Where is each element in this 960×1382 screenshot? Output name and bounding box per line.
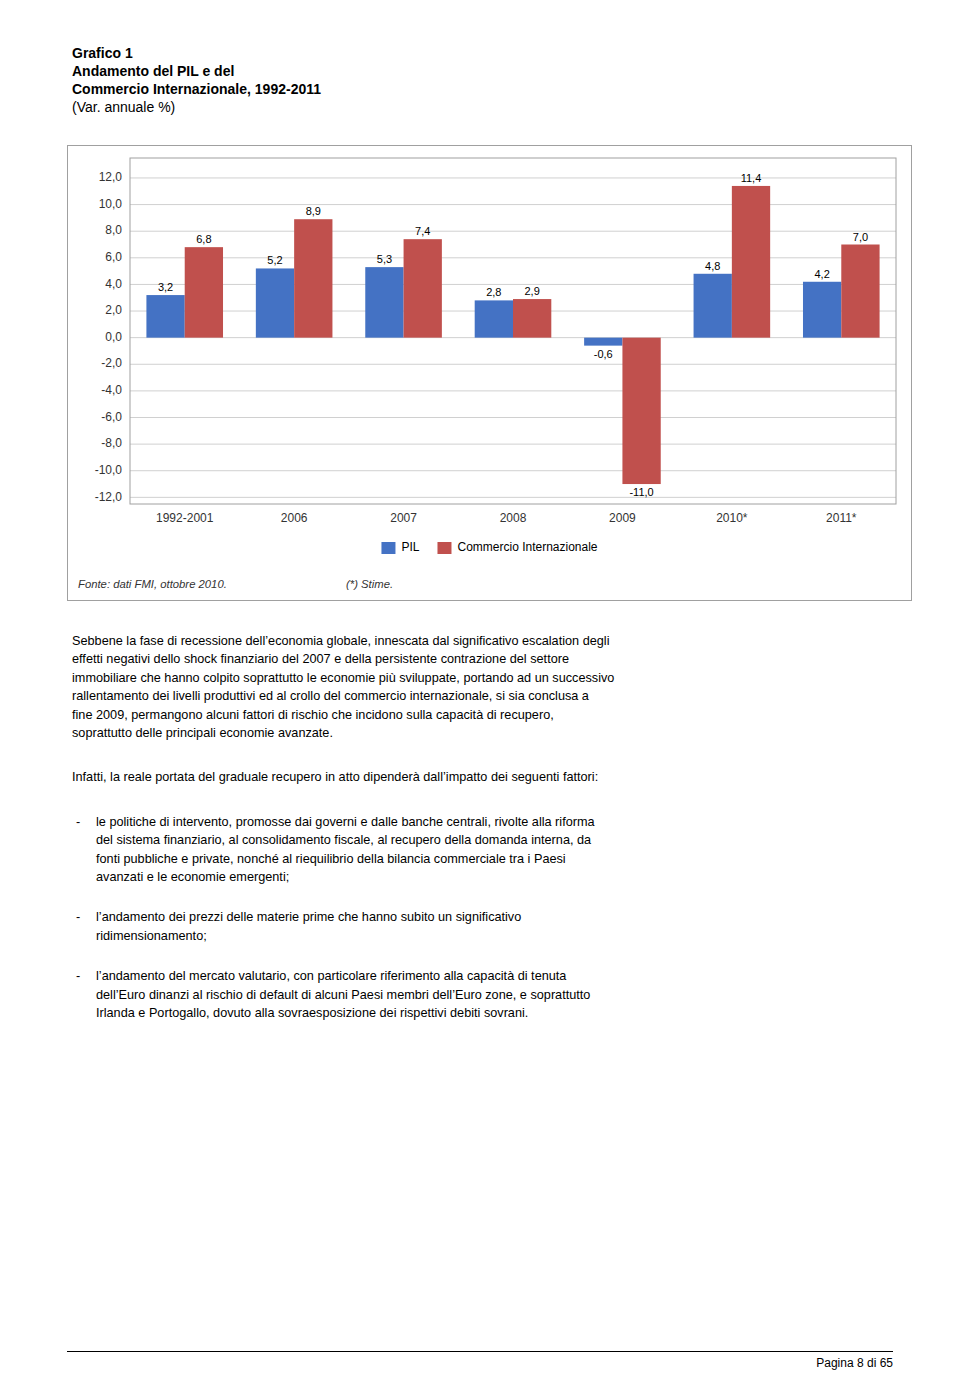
paragraph: Infatti, la reale portata del graduale r… (72, 768, 912, 786)
data-label: 8,9 (306, 205, 321, 217)
grid-line (130, 417, 896, 418)
x-tick-label: 2008 (500, 511, 527, 525)
y-tick-label: -4,0 (101, 383, 122, 397)
grid-line (130, 497, 896, 498)
bar (294, 219, 332, 337)
bullet-marker: - (76, 967, 80, 985)
y-tick-label: 4,0 (105, 277, 122, 291)
bar (622, 338, 660, 484)
y-tick-label: -12,0 (95, 490, 123, 504)
x-tick-label: 2006 (281, 511, 308, 525)
footnotes: Fonte: dati FMI, ottobre 2010. (*) Stime. (78, 578, 393, 590)
x-tick-label: 1992-2001 (156, 511, 214, 525)
grid-line (130, 204, 896, 205)
data-label: 6,8 (196, 233, 211, 245)
bar (841, 245, 879, 338)
legend-item: Commercio Internazionale (437, 540, 597, 554)
plot-frame (130, 158, 896, 504)
x-tick-labels: 1992-2001 2006 2007 2008 2009 2010* 2011* (156, 511, 857, 525)
bullet-text: l’andamento del mercato valutario, con p… (96, 969, 590, 1020)
x-tick-label: 2011* (826, 511, 857, 525)
grid-line (130, 444, 896, 445)
data-label: 3,2 (158, 281, 173, 293)
grid-line (130, 390, 896, 391)
grid-line (130, 231, 896, 232)
bar (365, 267, 403, 338)
bullet-text: le politiche di intervento, promosse dai… (96, 815, 595, 884)
bar (404, 239, 442, 337)
y-tick-label: 2,0 (105, 303, 122, 317)
footnote: Fonte: dati FMI, ottobre 2010. (78, 578, 227, 590)
legend-swatch (437, 542, 451, 554)
data-label: 4,2 (814, 268, 829, 280)
y-tick-labels: -12,0 -10,0 -8,0 -6,0 -4,0 -2,0 0,0 2,0 4,0 6,0 8,… (95, 170, 123, 503)
separator (67, 1351, 893, 1352)
legend-label: Commercio Internazionale (457, 540, 597, 554)
legend-swatch (381, 542, 395, 554)
y-tick-label: 8,0 (105, 223, 122, 237)
bar (513, 299, 551, 338)
grid (130, 178, 896, 497)
data-label: 11,4 (741, 172, 762, 184)
data-label: -0,6 (594, 348, 613, 360)
page-number: Pagina 8 di 65 (816, 1356, 893, 1370)
bar (584, 338, 622, 346)
bullet-marker: - (76, 908, 80, 926)
x-tick-label: 2010* (716, 511, 748, 525)
data-label: -11,0 (629, 486, 653, 498)
data-label: 5,2 (267, 254, 282, 266)
x-tick-label: 2009 (609, 511, 636, 525)
footnote: (*) Stime. (346, 578, 393, 590)
bar (185, 247, 223, 337)
y-tick-label: -8,0 (101, 436, 122, 450)
bullet: -le politiche di intervento, promosse da… (72, 813, 912, 887)
subtitle: (Var. annuale %) (72, 98, 321, 116)
legend-item: PIL (381, 540, 419, 554)
bullet: -l’andamento del mercato valutario, con … (72, 967, 912, 1022)
data-labels: 3,2 5,2 5,3 2,8 -0,6 4,8 4,2 6,8 8,9 7,4 2,9 -11,0 1… (158, 172, 868, 498)
y-tick-label: 6,0 (105, 250, 122, 264)
y-tick-label: -10,0 (95, 463, 123, 477)
legend: PIL Commercio Internazionale (381, 540, 597, 554)
legend-label: PIL (401, 540, 419, 554)
data-label: 2,8 (486, 286, 501, 298)
chart: -12,0 -10,0 -8,0 -6,0 -4,0 -2,0 0,0 2,0 4,0 6,0 8,… (68, 146, 911, 600)
grid-line (130, 470, 896, 471)
data-label: 5,3 (377, 253, 392, 265)
y-tick-label: -2,0 (101, 356, 122, 370)
x-tick-label: 2007 (390, 511, 417, 525)
grid-line (130, 257, 896, 258)
bar (694, 274, 732, 338)
bar (803, 282, 841, 338)
bar (146, 295, 184, 338)
grid-line (130, 364, 896, 365)
series (185, 186, 880, 484)
bar (475, 300, 513, 337)
y-tick-label: 10,0 (99, 197, 123, 211)
chart-title: Grafico 1 Andamento del PIL e del Commer… (72, 44, 321, 116)
body-text: Sebbene la fase di recessione dell’econo… (72, 632, 912, 1045)
chart-box: -12,0 -10,0 -8,0 -6,0 -4,0 -2,0 0,0 2,0 4,0 6,0 8,… (67, 145, 912, 601)
paragraph: Sebbene la fase di recessione dell’econo… (72, 632, 912, 742)
bar (732, 186, 770, 338)
bar (256, 268, 294, 337)
bullet-text: l’andamento dei prezzi delle materie pri… (96, 910, 521, 942)
y-tick-label: 12,0 (99, 170, 123, 184)
y-tick-label: -6,0 (101, 410, 122, 424)
y-tick-label: 0,0 (105, 330, 122, 344)
data-label: 7,0 (853, 231, 868, 243)
data-label: 4,8 (705, 260, 720, 272)
data-label: 7,4 (415, 225, 430, 237)
bullet-marker: - (76, 813, 80, 831)
title-text: Grafico 1 Andamento del PIL e del Commer… (72, 44, 321, 98)
grid-line (130, 284, 896, 285)
data-label: 2,9 (525, 285, 540, 297)
bars (146, 186, 879, 484)
bullet: -l’andamento dei prezzi delle materie pr… (72, 908, 912, 945)
grid-line (130, 177, 896, 178)
